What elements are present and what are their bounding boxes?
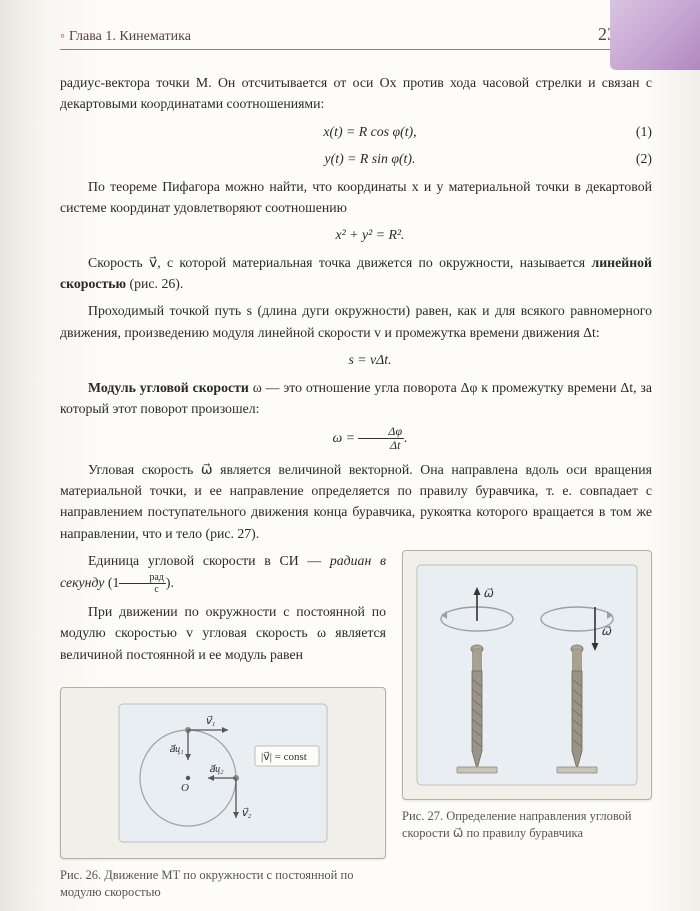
figure-26: O v⃗₁ a⃗ц₁ v⃗₂ [60, 687, 386, 859]
figure-27: ω⃗ [402, 550, 652, 800]
svg-text:O: O [181, 782, 189, 794]
paragraph: По теореме Пифагора можно найти, что коо… [60, 176, 652, 219]
figure-27-caption: Рис. 27. Определение направления угловой… [402, 808, 652, 842]
svg-text:a⃗ц₂: a⃗ц₂ [209, 764, 224, 775]
two-column-area: Единица угловой скорости в СИ — радиан в… [60, 550, 652, 901]
equation-3: x² + y² = R². [60, 224, 652, 245]
paragraph: Угловая скорость ω⃗ является величиной в… [60, 459, 652, 545]
page-header: ◦Глава 1. Кинематика 23 [60, 24, 652, 50]
equation-4: s = vΔt. [60, 349, 652, 370]
svg-text:ω⃗: ω⃗ [483, 586, 494, 600]
paragraph: Проходимый точкой путь s (длина дуги окр… [60, 300, 652, 343]
figure-27-svg: ω⃗ [413, 561, 641, 789]
right-column: ω⃗ [402, 550, 652, 901]
svg-text:v⃗₁: v⃗₁ [205, 715, 216, 727]
svg-text:|v⃗| = const: |v⃗| = const [261, 751, 307, 763]
page-content: радиус-вектора точки M. Он отсчитывается… [60, 72, 652, 901]
svg-text:ω⃗: ω⃗ [601, 624, 612, 638]
paragraph: Модуль угловой скорости ω — это отношени… [60, 377, 652, 420]
svg-text:v⃗₂: v⃗₂ [241, 807, 252, 819]
svg-text:a⃗ц₁: a⃗ц₁ [169, 744, 184, 755]
figure-26-svg: O v⃗₁ a⃗ц₁ v⃗₂ [113, 698, 333, 848]
equation-2: y(t) = R sin φ(t).(2) [60, 148, 652, 169]
equation-1: x(t) = R cos φ(t),(1) [60, 121, 652, 142]
paragraph: При движении по окружности с постоянной … [60, 601, 386, 665]
paragraph: Единица угловой скорости в СИ — радиан в… [60, 550, 386, 595]
chapter-title: ◦Глава 1. Кинематика [60, 29, 191, 45]
equation-5: ω = ΔφΔt. [60, 425, 652, 452]
paragraph: Скорость v⃗, с которой материальная точк… [60, 252, 652, 295]
figure-26-caption: Рис. 26. Движение МТ по окружности с пос… [60, 867, 386, 901]
left-column: Единица угловой скорости в СИ — радиан в… [60, 550, 386, 901]
paragraph: радиус-вектора точки M. Он отсчитывается… [60, 72, 652, 115]
page-corner-decoration [610, 0, 700, 70]
page: ◦Глава 1. Кинематика 23 радиус-вектора т… [0, 0, 700, 911]
